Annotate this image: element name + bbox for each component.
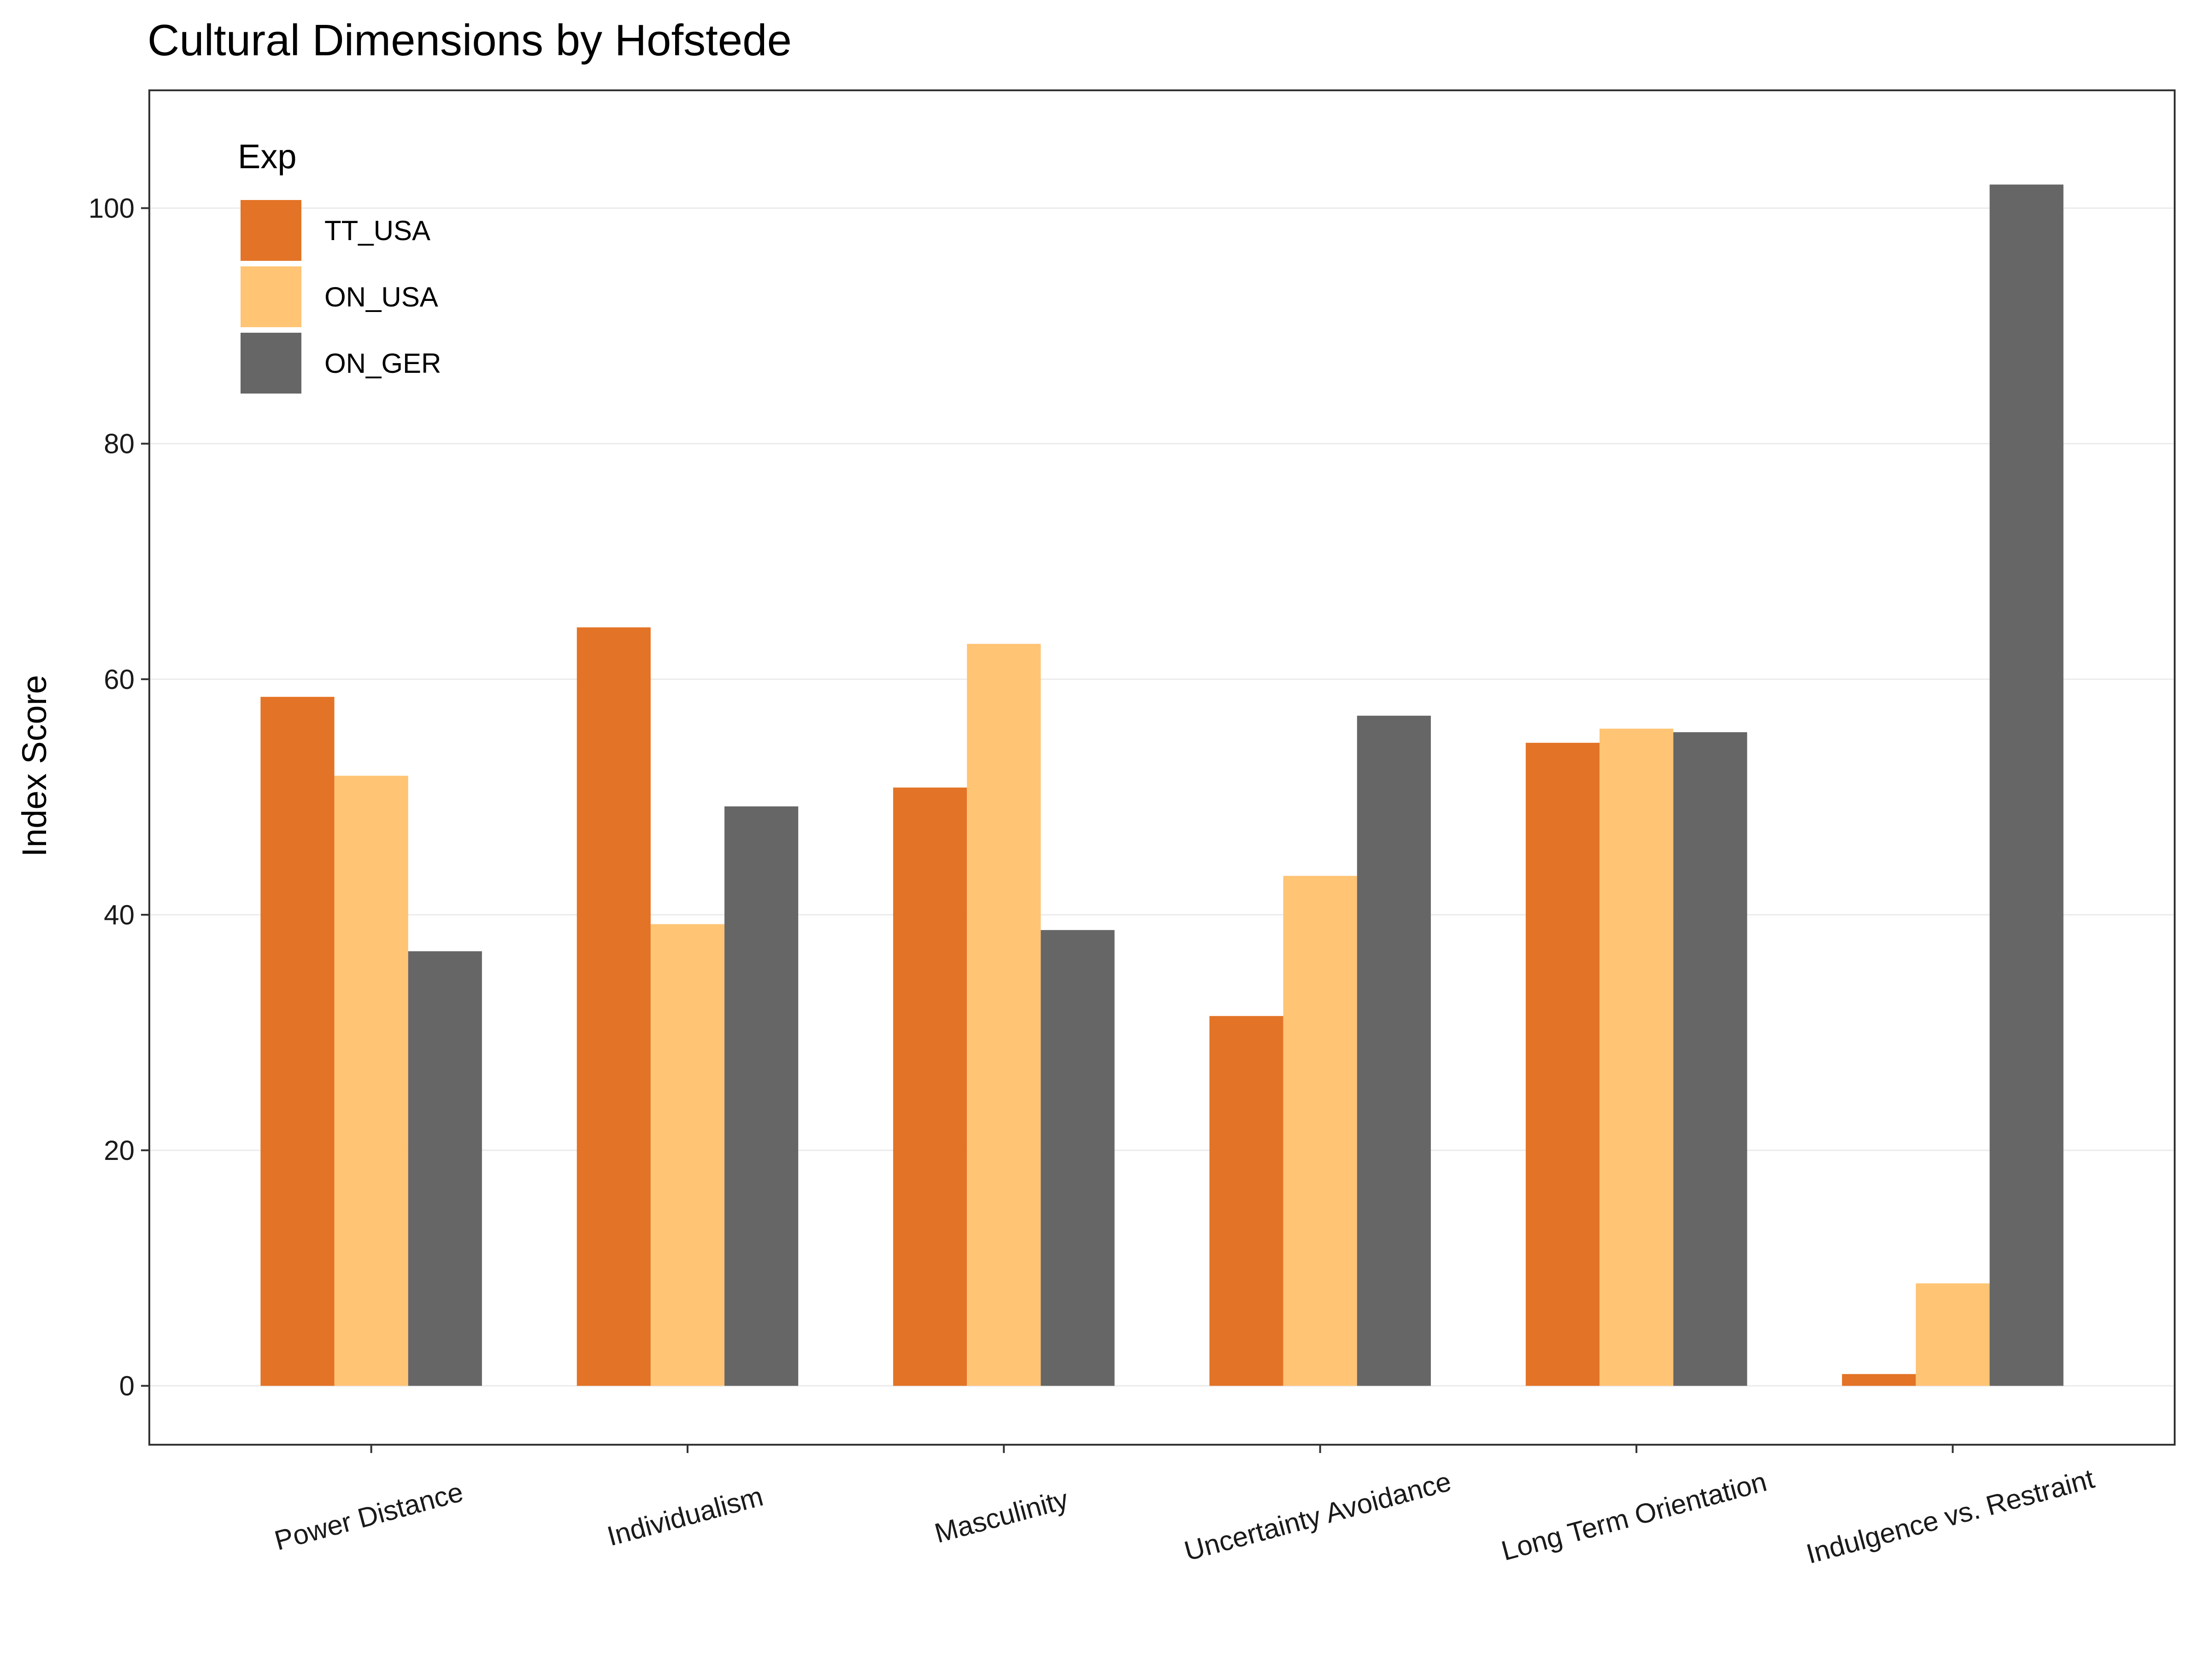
bar-on-ger-masculinity <box>1041 930 1115 1386</box>
grid-lines <box>149 207 2175 1387</box>
bar-tt-usa-power-distance <box>260 697 335 1386</box>
bar-on-ger-indulgence-vs-restraint <box>1989 184 2064 1386</box>
bar-on-ger-long-term-orientation <box>1673 732 1747 1386</box>
legend-key-on-ger <box>241 333 301 394</box>
plot-panel <box>148 89 2176 1446</box>
chart-title: Cultural Dimensions by Hofstede <box>147 16 792 65</box>
bar-on-usa-long-term-orientation <box>1599 729 1674 1386</box>
y-tick-label: 40 <box>104 900 135 930</box>
bar-on-ger-individualism <box>724 806 799 1386</box>
x-tick-label: Individualism <box>604 1481 766 1552</box>
bar-on-usa-masculinity <box>967 644 1041 1386</box>
bar-on-usa-power-distance <box>334 776 408 1386</box>
bars <box>260 184 2064 1386</box>
y-tick-label: 20 <box>104 1135 135 1166</box>
y-tick-label: 80 <box>104 429 135 459</box>
y-axis-title: Index Score <box>15 675 53 857</box>
x-tick-label: Indulgence vs. Restraint <box>1803 1463 2098 1569</box>
bar-tt-usa-uncertainty-avoidance <box>1209 1016 1283 1386</box>
x-tick-label: Masculinity <box>931 1483 1071 1549</box>
x-tick-label: Long Term Orientation <box>1498 1466 1770 1566</box>
bar-tt-usa-individualism <box>577 627 651 1386</box>
bar-on-ger-uncertainty-avoidance <box>1357 716 1431 1386</box>
y-tick-label: 60 <box>104 664 135 695</box>
bar-on-usa-uncertainty-avoidance <box>1283 876 1357 1386</box>
legend-key-tt-usa <box>241 200 301 261</box>
bar-on-ger-power-distance <box>408 951 482 1386</box>
x-tick-label: Power Distance <box>271 1476 466 1556</box>
bar-on-usa-indulgence-vs-restraint <box>1916 1283 1990 1386</box>
legend-key-on-usa <box>241 266 301 327</box>
legend: Exp TT_USA ON_USA ON_GER <box>238 137 441 394</box>
y-axis: 0 20 40 60 80 100 <box>88 193 149 1401</box>
y-tick-label: 100 <box>88 193 135 224</box>
bar-tt-usa-long-term-orientation <box>1525 742 1600 1386</box>
legend-label-tt-usa: TT_USA <box>324 215 430 246</box>
bar-tt-usa-indulgence-vs-restraint <box>1842 1374 1916 1386</box>
bar-on-usa-individualism <box>650 924 725 1386</box>
x-tick-label: Uncertainty Avoidance <box>1181 1466 1454 1567</box>
legend-label-on-ger: ON_GER <box>324 348 441 379</box>
x-axis: Power Distance Individualism Masculinity Un… <box>271 1445 2098 1570</box>
legend-label-on-usa: ON_USA <box>324 282 438 312</box>
bar-tt-usa-masculinity <box>893 787 967 1386</box>
y-tick-label: 0 <box>119 1371 135 1401</box>
legend-title: Exp <box>238 137 297 176</box>
